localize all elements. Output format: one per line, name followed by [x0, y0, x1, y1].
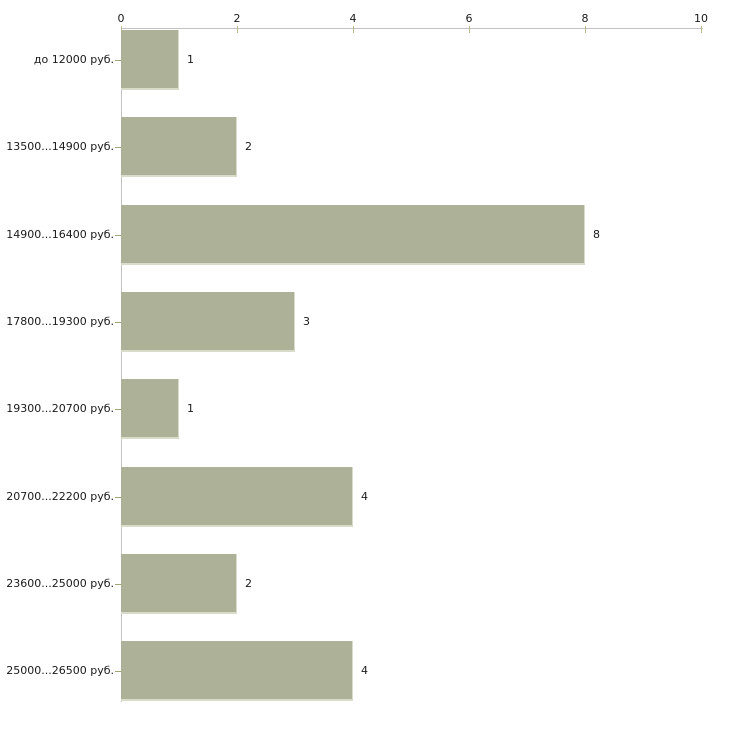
y-tick-mark	[115, 671, 121, 672]
x-tick-mark	[121, 26, 122, 33]
bar-row: 14900...16400 руб. 8	[0, 205, 730, 265]
bar-value-label: 1	[187, 53, 194, 66]
x-tick-label: 2	[233, 12, 241, 25]
bar-value-label: 8	[593, 228, 600, 241]
bar-row: 13500...14900 руб. 2	[0, 117, 730, 177]
x-tick-label: 8	[581, 12, 589, 25]
bar-row: 19300...20700 руб. 1	[0, 379, 730, 439]
y-tick-mark	[115, 409, 121, 410]
y-tick-mark	[115, 147, 121, 148]
y-tick-mark	[115, 497, 121, 498]
x-tick-mark	[469, 26, 470, 33]
bar-row: 20700...22200 руб. 4	[0, 467, 730, 527]
y-tick-mark	[115, 584, 121, 585]
bar	[121, 205, 585, 265]
x-tick-mark	[353, 26, 354, 33]
x-tick-label: 6	[465, 12, 473, 25]
bar-row: 25000...26500 руб. 4	[0, 641, 730, 701]
bar-value-label: 4	[361, 490, 368, 503]
bar	[121, 554, 237, 614]
bar	[121, 117, 237, 177]
category-label: 13500...14900 руб.	[6, 140, 114, 153]
y-axis-line	[121, 28, 122, 702]
bar-row: до 12000 руб. 1	[0, 30, 730, 90]
bar-row: 17800...19300 руб. 3	[0, 292, 730, 352]
category-label: 25000...26500 руб.	[6, 664, 114, 677]
bar-row: 23600...25000 руб. 2	[0, 554, 730, 614]
bar	[121, 30, 179, 90]
x-tick-label: 4	[349, 12, 357, 25]
bar-value-label: 1	[187, 402, 194, 415]
category-label: до 12000 руб.	[33, 53, 114, 66]
category-label: 19300...20700 руб.	[6, 402, 114, 415]
x-tick-label: 0	[117, 12, 125, 25]
category-label: 14900...16400 руб.	[6, 228, 114, 241]
x-tick-mark	[237, 26, 238, 33]
bar-value-label: 2	[245, 140, 252, 153]
category-label: 20700...22200 руб.	[6, 490, 114, 503]
x-tick-mark	[585, 26, 586, 33]
x-axis-line	[121, 28, 703, 29]
bar	[121, 379, 179, 439]
y-tick-mark	[115, 60, 121, 61]
bar	[121, 292, 295, 352]
bar-value-label: 4	[361, 664, 368, 677]
bar-value-label: 3	[303, 315, 310, 328]
category-label: 23600...25000 руб.	[6, 577, 114, 590]
x-tick-label: 10	[694, 12, 708, 25]
bar-value-label: 2	[245, 577, 252, 590]
y-tick-mark	[115, 235, 121, 236]
category-label: 17800...19300 руб.	[6, 315, 114, 328]
y-tick-mark	[115, 322, 121, 323]
x-tick-mark	[701, 26, 702, 33]
bar	[121, 641, 353, 701]
bar	[121, 467, 353, 527]
